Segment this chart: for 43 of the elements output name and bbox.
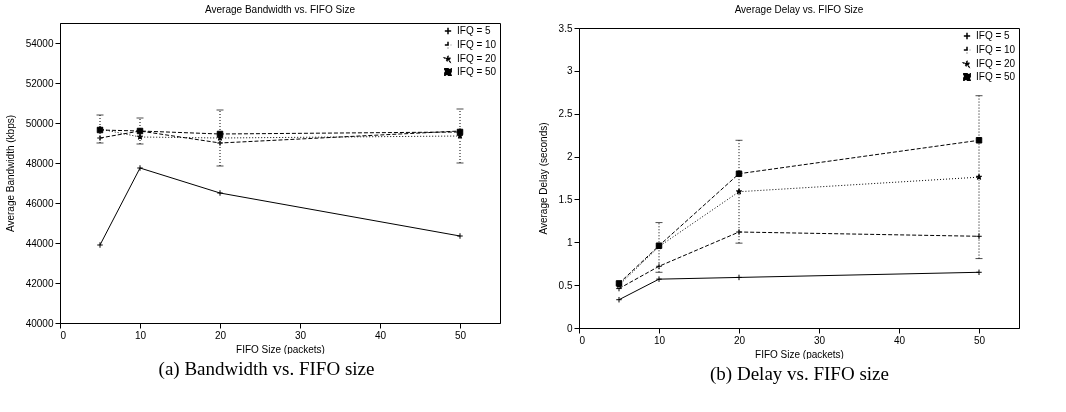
x-axis-title: FIFO Size (packets) (236, 343, 325, 355)
legend-label: IFQ = 5 (976, 30, 1011, 41)
y-axis-title: Average Delay (seconds) (537, 122, 549, 235)
y-tick-label: 40000 (25, 317, 54, 329)
x-tick-label: 20 (214, 329, 227, 341)
legend-label: IFQ = 10 (976, 44, 1016, 55)
y-tick-label: 2.5 (558, 108, 573, 120)
legend-label: IFQ = 50 (457, 66, 497, 77)
text: (b) Delay vs. FIFO size (709, 363, 890, 385)
x-tick-label: 0 (579, 334, 586, 346)
y-tick-label: 3 (566, 65, 573, 77)
legend-label: IFQ = 20 (976, 58, 1016, 69)
y-tick-label: 1.5 (558, 193, 573, 205)
y-tick-label: 3.5 (558, 22, 573, 34)
y-axis-title: Average Bandwidth (kbps) (4, 114, 16, 233)
x-tick-label: 50 (973, 334, 986, 346)
legend-label: IFQ = 10 (457, 39, 497, 50)
y-tick-label: 1 (566, 236, 573, 248)
y-tick-label: 2 (566, 151, 573, 163)
x-tick-label: 30 (294, 329, 307, 341)
text: (a) Bandwidth vs. FIFO size (157, 358, 376, 380)
x-tick-label: 20 (733, 334, 746, 346)
legend-label: IFQ = 5 (457, 25, 492, 36)
x-tick-label: 50 (454, 329, 467, 341)
y-tick-label: 44000 (25, 237, 54, 249)
chart-title: Average Delay vs. FIFO Size (734, 4, 864, 15)
x-axis-title: FIFO Size (packets) (755, 348, 844, 360)
x-tick-label: 40 (893, 334, 906, 346)
x-tick-label: 10 (134, 329, 147, 341)
y-tick-label: 54000 (25, 37, 54, 49)
x-tick-label: 40 (374, 329, 387, 341)
y-tick-label: 52000 (25, 77, 54, 89)
legend-label: IFQ = 20 (457, 53, 497, 64)
y-tick-label: 50000 (25, 117, 54, 129)
x-tick-label: 30 (813, 334, 826, 346)
y-tick-label: 46000 (25, 197, 54, 209)
x-tick-label: 0 (60, 329, 67, 341)
legend-label: IFQ = 50 (976, 71, 1016, 82)
y-tick-label: 42000 (25, 277, 54, 289)
y-tick-label: 0.5 (558, 279, 573, 291)
x-tick-label: 10 (653, 334, 666, 346)
chart-title: Average Bandwidth vs. FIFO Size (205, 4, 356, 15)
y-tick-label: 48000 (25, 157, 54, 169)
